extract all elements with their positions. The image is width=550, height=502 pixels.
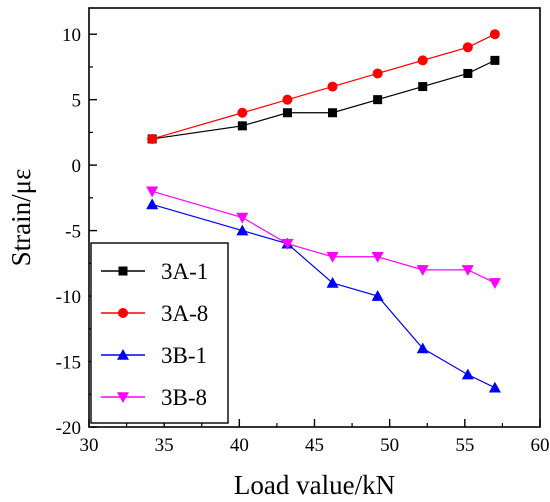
data-point-3A-8 bbox=[147, 134, 157, 144]
y-tick-label: -10 bbox=[56, 287, 81, 308]
y-tick-label: 5 bbox=[72, 91, 82, 112]
data-point-3B-8 bbox=[489, 278, 501, 289]
x-axis-title: Load value/kN bbox=[234, 470, 395, 500]
legend-marker bbox=[119, 267, 128, 276]
series-3A-1 bbox=[148, 56, 500, 144]
legend-label: 3B-8 bbox=[161, 385, 207, 410]
data-point-3A-1 bbox=[283, 108, 292, 117]
legend: 3A-1 3A-8 3B-1 3B-8 bbox=[91, 243, 228, 423]
data-point-3A-8 bbox=[282, 95, 292, 105]
data-point-3A-1 bbox=[373, 95, 382, 104]
x-tick-label: 55 bbox=[455, 435, 474, 456]
data-point-3A-8 bbox=[490, 29, 500, 39]
x-tick-label: 45 bbox=[305, 435, 324, 456]
data-point-3B-1 bbox=[489, 382, 501, 393]
series-line-3A-8 bbox=[152, 34, 495, 139]
y-tick-label: 0 bbox=[72, 156, 82, 177]
data-point-3A-1 bbox=[238, 121, 247, 130]
x-tick-label: 30 bbox=[80, 435, 99, 456]
data-point-3A-8 bbox=[373, 68, 383, 78]
series-line-3A-1 bbox=[152, 60, 495, 139]
data-point-3A-8 bbox=[328, 82, 338, 92]
x-tick-label: 60 bbox=[531, 435, 550, 456]
x-tick-label: 40 bbox=[230, 435, 249, 456]
data-point-3A-1 bbox=[463, 69, 472, 78]
y-axis-title: Strain/με bbox=[6, 169, 36, 267]
data-point-3A-1 bbox=[328, 108, 337, 117]
y-tick-label: -20 bbox=[56, 418, 81, 439]
legend-marker bbox=[118, 308, 128, 318]
data-point-3B-1 bbox=[146, 198, 158, 209]
data-point-3A-8 bbox=[418, 55, 428, 65]
series-3A-8 bbox=[147, 29, 500, 144]
data-point-3A-8 bbox=[237, 108, 247, 118]
legend-label: 3A-1 bbox=[161, 259, 208, 284]
x-tick-label: 35 bbox=[155, 435, 174, 456]
x-tick-label: 50 bbox=[380, 435, 399, 456]
legend-label: 3B-1 bbox=[161, 343, 207, 368]
y-tick-label: 10 bbox=[62, 25, 81, 46]
data-point-3A-1 bbox=[418, 82, 427, 91]
data-point-3B-1 bbox=[462, 369, 474, 380]
data-point-3A-1 bbox=[490, 56, 499, 65]
y-tick-label: -5 bbox=[65, 222, 81, 243]
data-point-3A-8 bbox=[463, 42, 473, 52]
data-point-3B-8 bbox=[236, 213, 248, 224]
legend-label: 3A-8 bbox=[161, 301, 208, 326]
y-tick-label: -15 bbox=[56, 353, 81, 374]
